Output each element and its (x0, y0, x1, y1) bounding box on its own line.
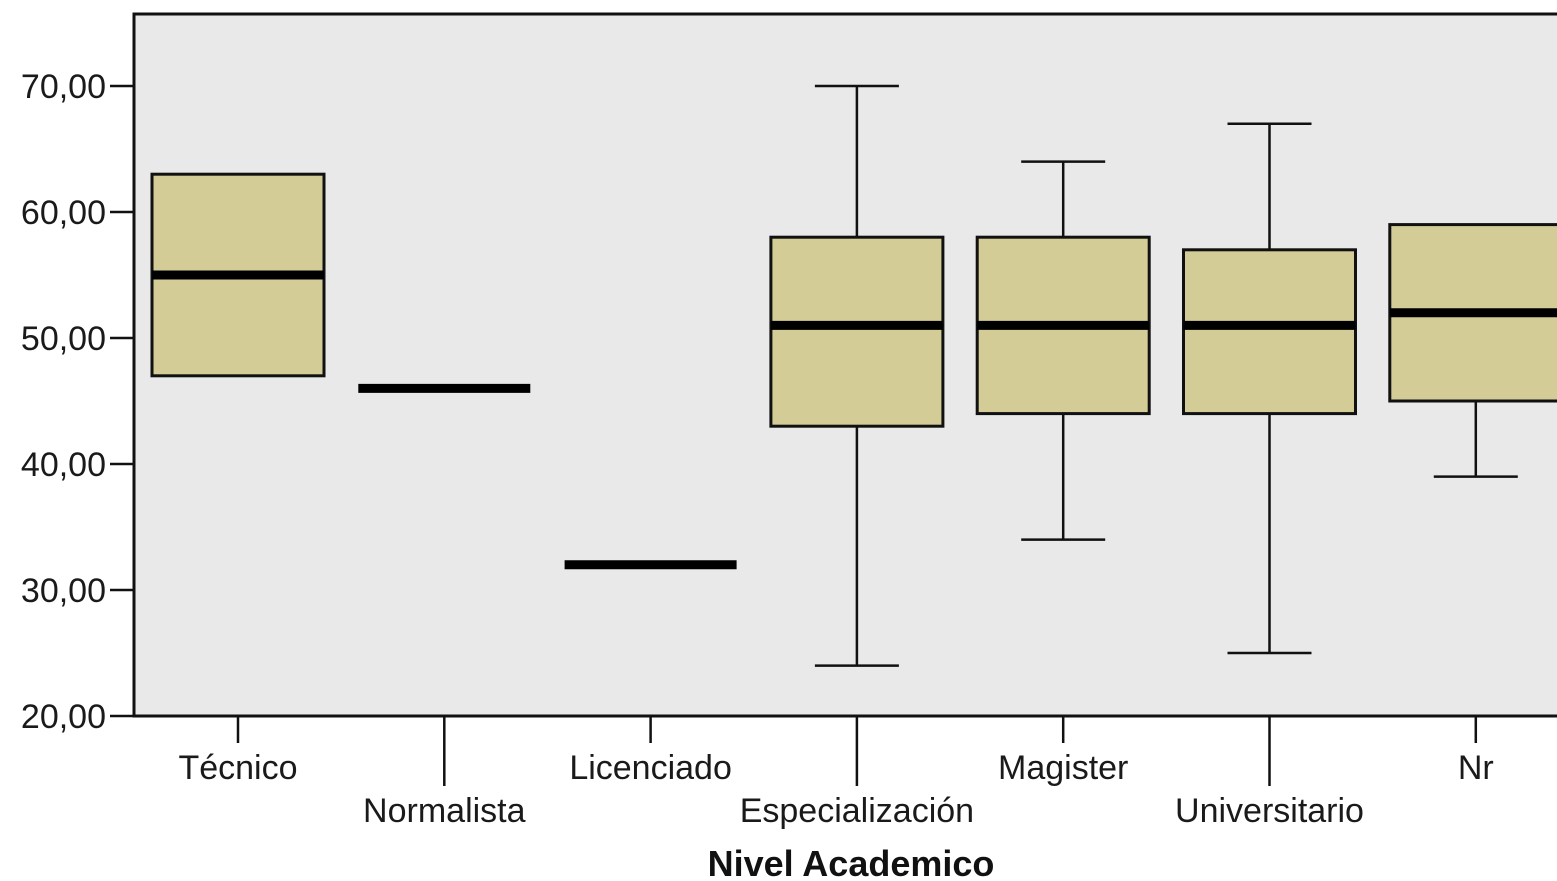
box (769, 235, 945, 428)
x-tick-label: Magister (998, 749, 1128, 787)
box-group (150, 172, 326, 378)
x-tick-label: Normalista (363, 792, 526, 830)
y-tick-label: 50,00 (21, 320, 106, 358)
x-tick-label: Licenciado (569, 749, 732, 787)
x-tick-label: Especialización (740, 792, 974, 830)
y-tick-label: 70,00 (21, 68, 106, 106)
box-group (1182, 122, 1357, 655)
plot-frame (132, 12, 1557, 718)
y-tick-label: 30,00 (21, 572, 106, 610)
x-tick-label: Universitario (1175, 792, 1364, 830)
box-group (1388, 223, 1557, 478)
x-axis-title: Nivel Academico (708, 843, 995, 881)
y-tick-label: 40,00 (21, 446, 106, 484)
box (1182, 248, 1357, 416)
x-tick-label: Técnico (178, 749, 297, 787)
boxes-layer (150, 84, 1557, 667)
box-group (769, 84, 945, 667)
axes-layer: 20,00 30,00 40,00 50,00 60,00 70,00 Técnico Nor… (21, 12, 1557, 830)
box-group (975, 160, 1151, 541)
y-tick-label: 60,00 (21, 194, 106, 232)
x-tick-label: Nr (1458, 749, 1494, 787)
y-tick-label: 20,00 (21, 698, 106, 736)
